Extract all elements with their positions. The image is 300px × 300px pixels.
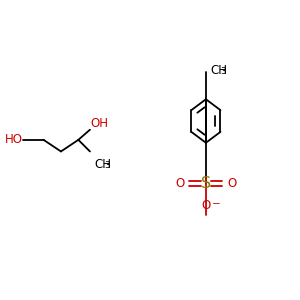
Text: HO: HO bbox=[5, 134, 23, 146]
Text: O: O bbox=[228, 177, 237, 190]
Text: OH: OH bbox=[90, 117, 108, 130]
Text: S: S bbox=[201, 176, 211, 191]
Text: 3: 3 bbox=[220, 68, 226, 76]
Text: O: O bbox=[201, 199, 211, 212]
Text: CH: CH bbox=[210, 64, 227, 77]
Text: 3: 3 bbox=[104, 161, 110, 170]
Text: CH: CH bbox=[94, 158, 111, 171]
Text: −: − bbox=[212, 199, 221, 209]
Text: O: O bbox=[175, 177, 184, 190]
